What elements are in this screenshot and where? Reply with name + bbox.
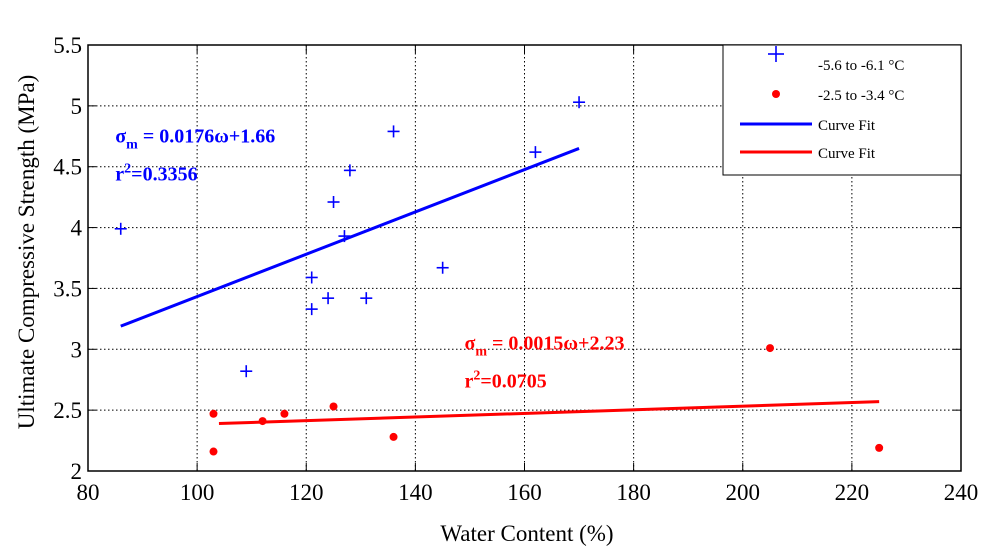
r-squared-1: r2=0.3356 xyxy=(115,161,197,185)
data-point-plus xyxy=(338,230,351,243)
data-point-plus xyxy=(436,261,449,274)
annotations: σm = 0.0176ω+1.66 r2=0.3356 σm = 0.0015ω+2… xyxy=(115,125,624,392)
x-tick-label: 160 xyxy=(507,480,542,505)
r-squared-2: r2=0.0705 xyxy=(464,368,546,392)
axis-ticks: 80 100 120 140 160 180 200 220 240 2 2.5 3 3.5 4 4.5 5 5… xyxy=(53,33,978,505)
data-point-dot xyxy=(875,443,884,452)
data-point-dot xyxy=(280,409,289,418)
data-point-plus xyxy=(573,96,586,109)
data-point-plus xyxy=(322,292,335,305)
data-point-dot xyxy=(329,402,338,411)
y-tick-label: 3 xyxy=(71,337,83,362)
x-axis-label: Water Content (%) xyxy=(440,521,613,546)
data-point-dot xyxy=(209,447,218,456)
grid xyxy=(88,45,961,471)
data-point-dot xyxy=(209,409,218,418)
legend-marker-dot xyxy=(772,90,780,98)
data-point-plus xyxy=(529,146,542,159)
legend-label-fit-1: Curve Fit xyxy=(818,118,876,134)
y-axis-label: Ultimate Compressive Strength (MPa) xyxy=(14,75,39,430)
data-point-plus xyxy=(305,271,318,284)
y-tick-label: 2 xyxy=(71,459,83,484)
legend-label-fit-2: Curve Fit xyxy=(818,146,876,162)
x-tick-label: 240 xyxy=(944,480,979,505)
y-tick-label: 2.5 xyxy=(53,398,82,423)
x-tick-label: 200 xyxy=(726,480,761,505)
data-point-plus xyxy=(360,292,373,305)
fit-equation-1: σm = 0.0176ω+1.66 xyxy=(115,125,275,152)
fit-line-1 xyxy=(120,147,580,328)
legend-label-series-2: -2.5 to -3.4 °C xyxy=(818,88,904,104)
x-tick-label: 180 xyxy=(616,480,651,505)
fit-line-2 xyxy=(218,400,880,426)
fit-lines xyxy=(120,147,880,426)
x-tick-label: 140 xyxy=(398,480,433,505)
data-point-plus xyxy=(343,164,356,177)
x-tick-label: 100 xyxy=(180,480,215,505)
x-tick-label: 220 xyxy=(835,480,870,505)
y-tick-label: 5 xyxy=(71,94,83,119)
data-point-dot xyxy=(258,417,267,426)
y-tick-label: 4.5 xyxy=(53,155,82,180)
data-points xyxy=(114,96,884,456)
legend-label-series-1: -5.6 to -6.1 °C xyxy=(818,58,904,74)
data-point-plus xyxy=(114,222,127,235)
y-tick-label: 4 xyxy=(71,216,83,241)
legend: -5.6 to -6.1 °C -2.5 to -3.4 °C Curve Fi… xyxy=(722,44,962,176)
data-point-plus xyxy=(240,365,253,378)
data-point-plus xyxy=(305,303,318,316)
fit-equation-2: σm = 0.0015ω+2.23 xyxy=(464,332,624,359)
y-tick-label: 5.5 xyxy=(53,33,82,58)
y-tick-label: 3.5 xyxy=(53,276,82,301)
data-point-dot xyxy=(766,344,775,353)
x-tick-label: 80 xyxy=(77,480,100,505)
data-point-plus xyxy=(327,196,340,209)
data-point-dot xyxy=(389,432,398,441)
data-point-plus xyxy=(387,125,400,138)
x-tick-label: 120 xyxy=(289,480,324,505)
